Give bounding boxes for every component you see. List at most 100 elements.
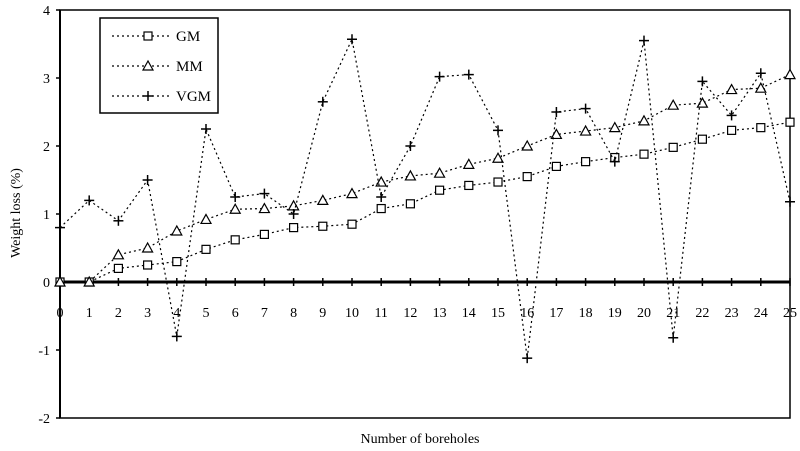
gm-point [405,199,415,209]
gm-point [318,221,328,231]
gm-point [464,180,474,191]
y-tick-label: -2 [38,412,50,427]
x-tick-label: 0 [57,306,64,321]
x-tick-label: 4 [173,306,180,321]
gm-point [143,260,153,270]
mm-point [491,152,505,163]
mm-point [258,202,271,214]
legend-label-mm: MM [176,59,203,75]
x-tick-label: 12 [403,306,417,321]
legend-marker-gm [143,31,153,41]
vgm-point [288,209,299,219]
gm-point [201,244,211,254]
mm-point [199,213,213,225]
gm-point [639,149,649,159]
vgm-point [580,103,591,114]
y-tick-label: 2 [43,140,50,155]
mm-point [608,121,621,133]
x-tick-label: 17 [549,306,563,321]
legend-label-vgm: VGM [176,89,211,105]
series-line-gm [60,121,791,283]
gm-point [726,125,737,135]
vgm-point [84,195,95,206]
x-axis-label: Number of boreholes [361,432,480,447]
series-vgm [55,34,795,364]
y-tick-label: 1 [43,208,50,223]
gm-point [435,185,445,195]
vgm-point [434,71,445,82]
gm-point [785,117,795,127]
x-tick-label: 8 [290,306,297,321]
x-tick-label: 22 [695,306,709,321]
x-tick-label: 6 [232,306,239,321]
mm-point [462,158,475,169]
vgm-point [201,124,211,134]
x-tick-label: 23 [725,306,739,321]
vgm-point [785,196,795,207]
mm-point [667,98,680,110]
mm-point [783,68,797,80]
mm-point [141,241,154,253]
y-tick-label: 3 [43,72,50,87]
mm-point [404,169,417,181]
gm-point [230,235,240,245]
vgm-point [113,215,124,226]
gm-point [289,223,299,233]
x-tick-label: 15 [491,306,505,321]
x-tick-label: 16 [520,306,534,321]
gm-point [551,161,562,171]
gm-point [756,123,766,133]
series-gm [55,117,795,287]
mm-point [696,96,709,108]
x-tick-label: 21 [666,306,680,321]
y-axis-label: Weight loss (%) [9,168,24,258]
x-tick-label: 5 [203,306,210,321]
mm-point [725,83,738,95]
gm-point [697,134,708,144]
x-tick-label: 18 [579,306,593,321]
series-mm [53,68,797,287]
vgm-point [347,34,357,45]
legend-marker-vgm [143,91,153,101]
x-tick-label: 9 [319,306,326,321]
vgm-point [551,107,562,117]
x-tick-label: 24 [754,306,768,321]
vgm-point [668,332,679,343]
vgm-point [493,125,503,136]
gm-point [172,257,182,267]
mm-point [375,175,388,187]
vgm-point [463,69,474,80]
vgm-point [230,192,241,202]
vgm-point [405,141,416,151]
gm-point [580,157,591,167]
x-tick-label: 13 [433,306,447,321]
y-tick-label: 4 [43,4,50,19]
gm-point [376,203,386,214]
x-tick-label: 7 [261,306,268,321]
x-tick-label: 3 [144,306,151,321]
legend: GM MM VGM [99,17,219,114]
legend-item-mm: MM [112,59,203,75]
vgm-point [697,76,708,87]
gm-point [259,229,269,239]
vgm-point [259,188,270,199]
vgm-point [726,110,737,121]
series-line-vgm [59,37,791,359]
y-tick-label: -1 [38,344,50,359]
vgm-point [317,96,328,107]
x-axis-ticks: 0 1 2 3 4 5 6 7 8 9 10 11 12 13 14 15 16 17 18 19 20 21 22 23 24… [57,278,797,321]
x-tick-label: 10 [345,306,359,321]
x-tick-label: 11 [374,306,387,321]
mm-point [579,124,592,136]
x-tick-label: 14 [462,306,476,321]
x-tick-label: 20 [637,306,651,321]
x-tick-label: 2 [115,306,122,321]
y-tick-label: 0 [43,276,50,291]
mm-point [521,139,534,151]
vgm-point [609,156,620,167]
vgm-point [639,35,649,46]
mm-point [53,275,67,287]
vgm-point [755,68,766,79]
x-tick-label: 1 [86,306,93,321]
